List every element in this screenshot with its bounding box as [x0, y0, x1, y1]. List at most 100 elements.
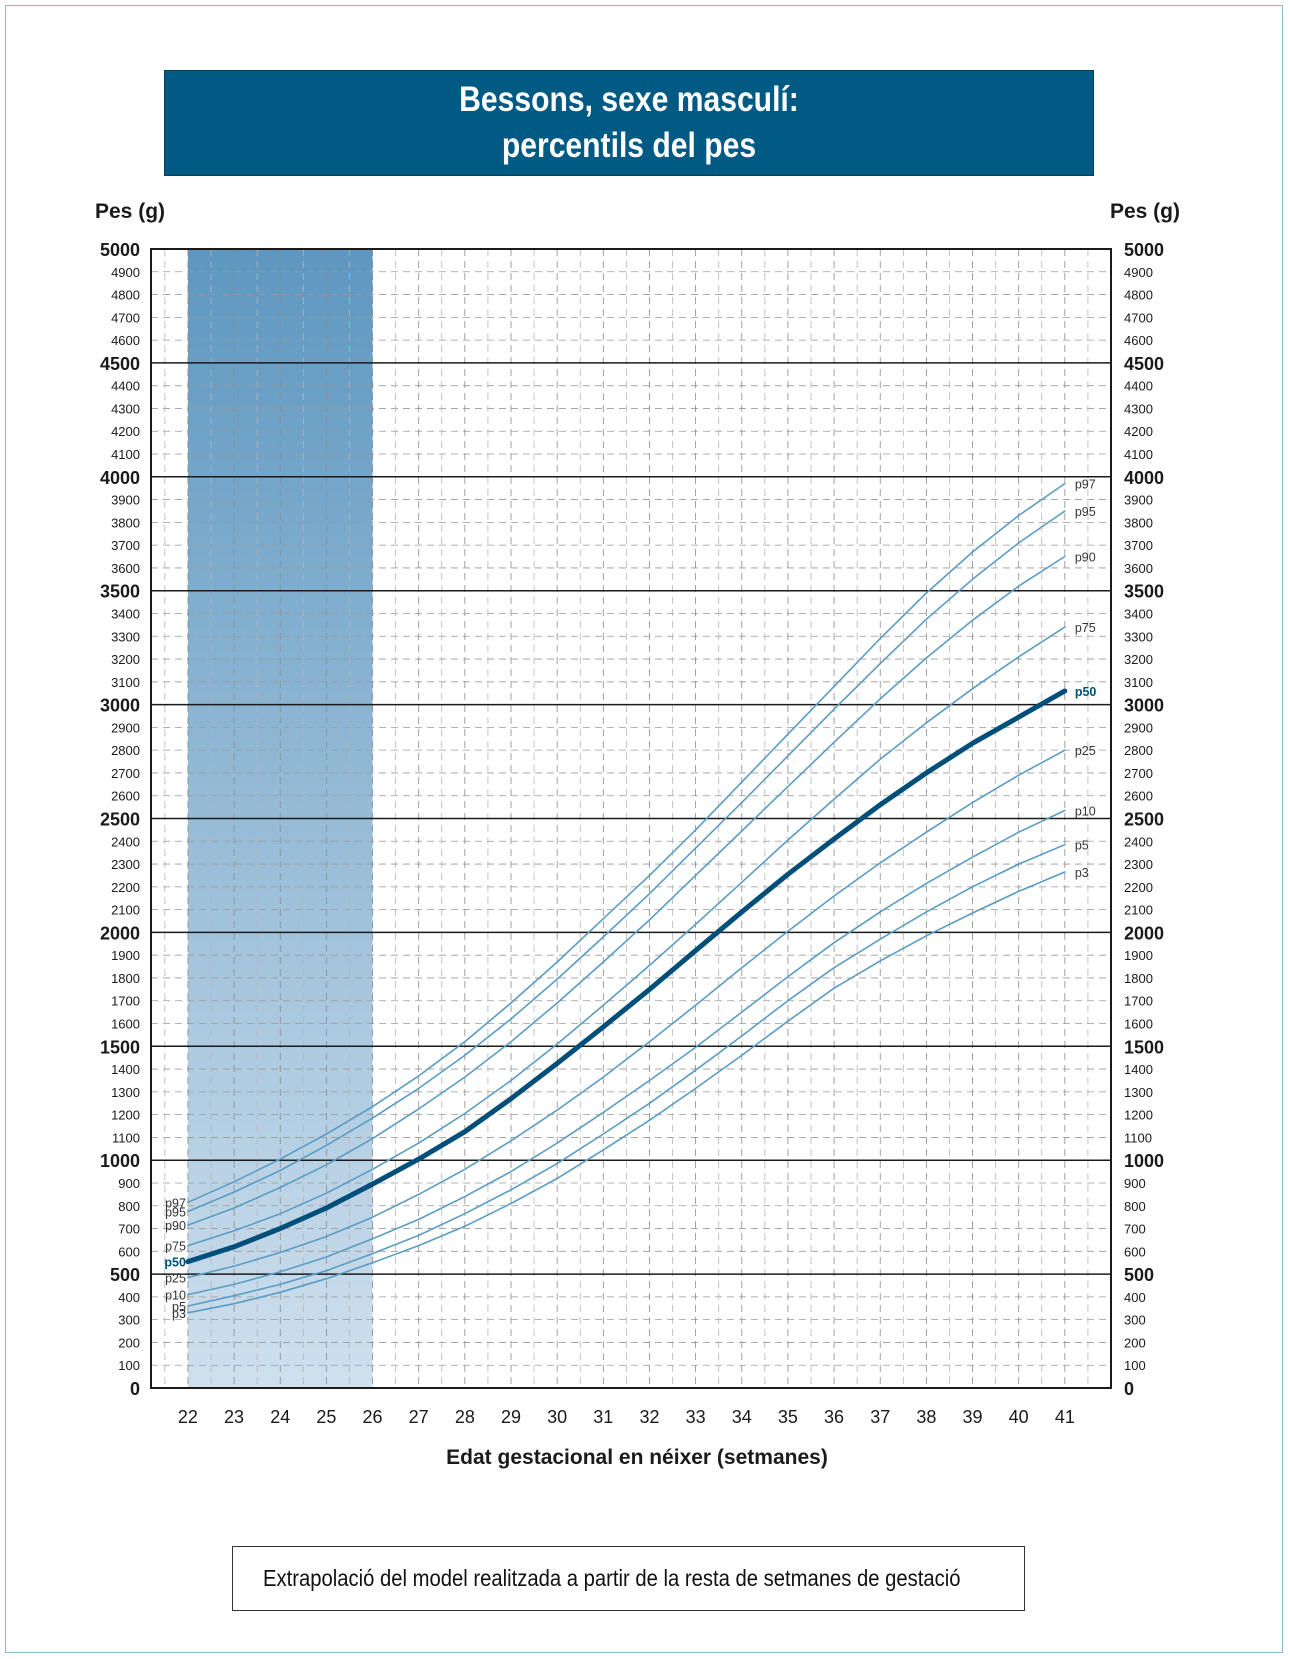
x-tick-label: 30 [547, 1407, 567, 1427]
series-label-end-p5: p5 [1075, 839, 1089, 853]
series-label-start-p95: p95 [165, 1205, 186, 1219]
y-tick-label-left: 3900 [111, 493, 140, 508]
y-tick-label-left: 4300 [111, 401, 140, 416]
y-tick-label-right: 3900 [1124, 493, 1153, 508]
y-tick-label-left: 900 [118, 1176, 140, 1191]
y-tick-label-left: 4000 [100, 468, 140, 488]
y-tick-label-right: 2600 [1124, 789, 1153, 804]
x-tick-label: 33 [686, 1407, 706, 1427]
y-tick-label-right: 1900 [1124, 948, 1153, 963]
legend-box: Extrapolació del model realitzada a part… [232, 1546, 1025, 1611]
y-tick-label-left: 2600 [111, 789, 140, 804]
y-tick-label-right: 1800 [1124, 971, 1153, 986]
y-tick-label-left: 2000 [100, 923, 140, 943]
y-tick-label-right: 1500 [1124, 1037, 1164, 1057]
x-tick-label: 27 [409, 1407, 429, 1427]
y-tick-label-right: 0 [1124, 1379, 1134, 1399]
y-tick-label-left: 800 [118, 1199, 140, 1214]
series-label-start-p90: p90 [165, 1219, 186, 1233]
y-tick-label-right: 4500 [1124, 354, 1164, 374]
x-axis-label: Edat gestacional en néixer (setmanes) [446, 1446, 828, 1469]
series-line-p50 [185, 688, 1068, 1265]
y-tick-label-right: 1400 [1124, 1062, 1153, 1077]
y-tick-label-left: 2700 [111, 766, 140, 781]
y-tick-label-left: 3600 [111, 561, 140, 576]
y-tick-label-right: 4200 [1124, 424, 1153, 439]
y-tick-label-left: 100 [118, 1358, 140, 1373]
page-frame [5, 5, 1283, 1653]
chart-title-line-2: percentils del pes [501, 126, 757, 165]
series-label-start-p3: p3 [172, 1307, 186, 1321]
y-tick-label-right: 2800 [1124, 743, 1153, 758]
y-tick-label-left: 5000 [100, 240, 140, 260]
y-tick-label-right: 3000 [1124, 696, 1164, 716]
y-tick-label-right: 800 [1124, 1199, 1146, 1214]
y-tick-label-right: 1100 [1124, 1130, 1152, 1145]
x-tick-label: 31 [593, 1407, 613, 1427]
y-tick-label-left: 700 [118, 1222, 140, 1237]
series-label-end-p10: p10 [1075, 805, 1096, 819]
series-label-layer: p97p97p95p95p90p90p75p75p50p50p25p25p10p… [164, 478, 1096, 1321]
y-axis-label-right: Pes (g) [1110, 200, 1180, 223]
y-tick-label-left: 4800 [111, 288, 140, 303]
y-tick-label-left: 400 [118, 1290, 140, 1305]
y-tick-label-left: 4200 [111, 424, 140, 439]
x-tick-label: 24 [270, 1407, 290, 1427]
y-tick-label-left: 1300 [111, 1085, 140, 1100]
y-tick-label-right: 3600 [1124, 561, 1153, 576]
y-tick-label-left: 3300 [111, 629, 140, 644]
y-tick-label-left: 1600 [111, 1017, 140, 1032]
x-tick-label: 23 [224, 1407, 244, 1427]
y-tick-label-left: 3000 [100, 696, 140, 716]
y-tick-label-left: 2300 [111, 857, 140, 872]
x-tick-label: 39 [963, 1407, 983, 1427]
percentile-chart: Pes (g) Pes (g) 0 0 500 500 1000 1000 1500 1500… [95, 200, 1180, 1469]
y-tick-label-left: 1900 [111, 948, 140, 963]
series-line-p5 [187, 843, 1066, 1307]
y-tick-label-left: 3500 [100, 582, 140, 602]
series-label-end-p50: p50 [1075, 685, 1097, 699]
legend-text: Extrapolació del model realitzada a part… [263, 1565, 961, 1591]
series-label-end-p95: p95 [1075, 505, 1096, 519]
series-line-p97 [187, 482, 1066, 1204]
x-tick-label: 36 [824, 1407, 844, 1427]
y-tick-label-left: 4500 [100, 354, 140, 374]
series-line-p10 [187, 809, 1066, 1296]
y-tick-label-left: 1500 [100, 1037, 140, 1057]
y-tick-label-left: 2100 [111, 903, 140, 918]
y-tick-label-left: 2800 [111, 743, 140, 758]
x-tick-label: 37 [870, 1407, 890, 1427]
y-tick-label-left: 300 [118, 1313, 140, 1328]
series-label-end-p3: p3 [1075, 866, 1089, 880]
y-tick-label-left: 600 [118, 1244, 140, 1259]
y-tick-label-left: 3700 [111, 538, 140, 553]
y-tick-label-right: 2200 [1124, 880, 1153, 895]
series-label-end-p90: p90 [1075, 551, 1096, 565]
y-tick-label-right: 3700 [1124, 538, 1153, 553]
y-tick-label-left: 4900 [111, 265, 140, 280]
x-tick-label: 32 [639, 1407, 659, 1427]
y-tick-label-right: 4600 [1124, 333, 1153, 348]
y-tick-label-left: 1800 [111, 971, 140, 986]
x-tick-label: 38 [916, 1407, 936, 1427]
y-tick-label-right: 2300 [1124, 857, 1153, 872]
y-tick-label-right: 100 [1124, 1358, 1146, 1373]
y-tick-label-right: 1700 [1124, 994, 1153, 1009]
y-tick-label-right: 1300 [1124, 1085, 1153, 1100]
x-tick-label: 25 [316, 1407, 336, 1427]
y-tick-label-left: 1100 [112, 1130, 140, 1145]
y-tick-label-left: 4100 [111, 447, 140, 462]
y-tick-label-right: 500 [1124, 1265, 1154, 1285]
y-tick-label-right: 600 [1124, 1244, 1146, 1259]
y-tick-label-right: 4900 [1124, 265, 1153, 280]
y-tick-label-right: 3500 [1124, 582, 1164, 602]
chart-title-banner: Bessons, sexe masculí: percentils del pe… [164, 70, 1094, 176]
y-tick-label-left: 200 [118, 1335, 140, 1350]
plot-border [150, 248, 1112, 1389]
y-tick-label-right: 2700 [1124, 766, 1153, 781]
y-tick-label-left: 3400 [111, 606, 140, 621]
series-label-start-p75: p75 [165, 1240, 186, 1254]
series-line-p3 [187, 871, 1066, 1314]
y-tick-label-right: 4300 [1124, 401, 1153, 416]
y-tick-label-right: 1600 [1124, 1017, 1153, 1032]
